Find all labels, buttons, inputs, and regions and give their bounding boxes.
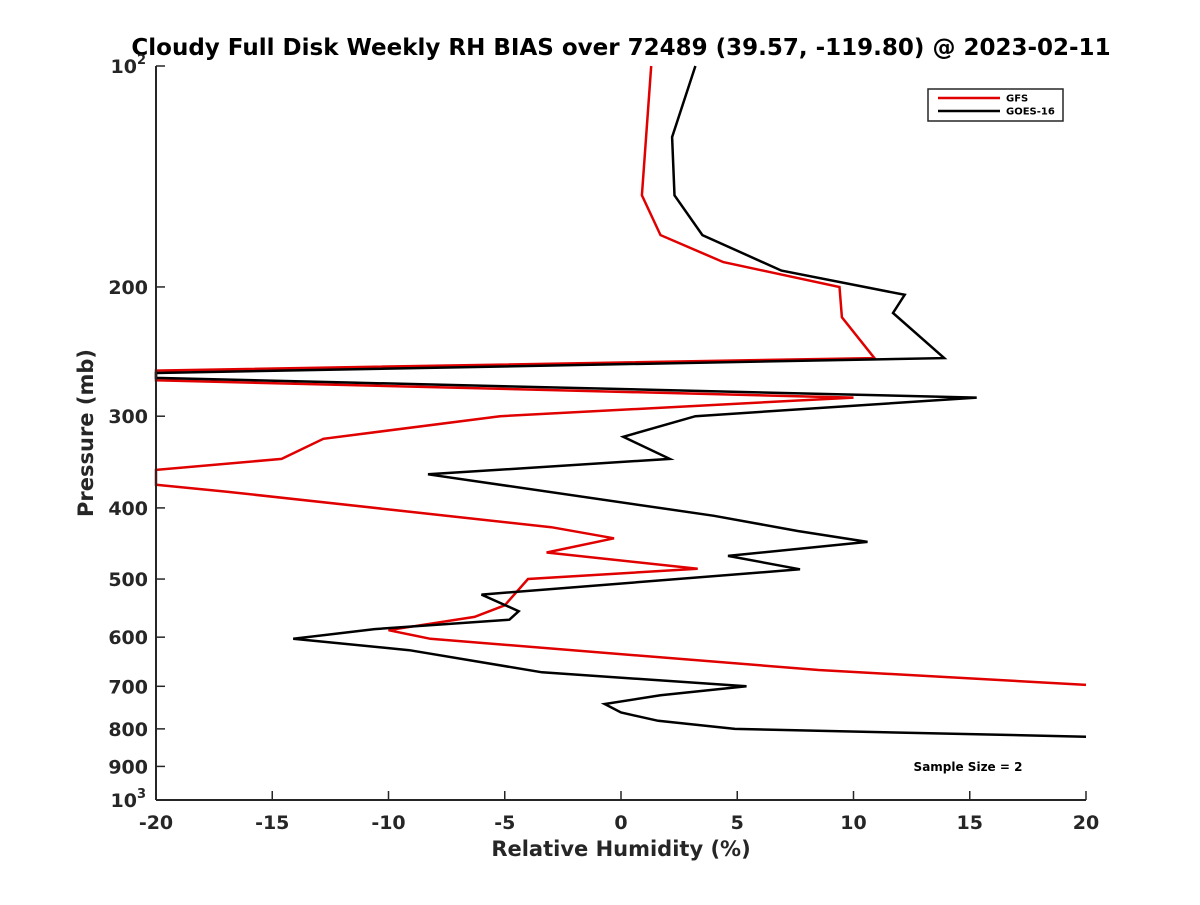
legend-box [927,88,1064,122]
legend: GFS GOES-16 [927,88,1064,122]
x-tick-label: -20 [139,812,173,834]
chart-title: Cloudy Full Disk Weekly RH BIAS over 724… [131,35,1110,61]
legend-label-gfs: GFS [1006,94,1028,105]
x-axis-ticks: -20 -15 -10 -5 0 5 10 15 20 [139,791,1099,834]
x-tick-label: -5 [494,812,515,834]
x-tick-label: 15 [957,812,983,834]
y-axis-label: Pressure (mb) [74,349,98,517]
y-tick-label: 900 [108,756,148,778]
legend-label-goes16: GOES-16 [1006,107,1055,118]
y-tick-label: 400 [108,498,148,520]
x-tick-label: -15 [255,812,289,834]
series-line-goes16 [154,65,1087,738]
y-tick-exponent: 2 [137,53,146,68]
y-tick-label: 500 [108,569,148,591]
y-tick-label: 700 [108,676,148,698]
x-tick-label: 10 [840,812,866,834]
sample-size-annotation: Sample Size = 2 [914,760,1023,774]
x-tick-label: -10 [371,812,405,834]
x-tick-label: 0 [614,812,627,834]
y-tick-label: 300 [108,406,148,428]
x-tick-label: 5 [731,812,744,834]
y-tick-label: 10 [111,790,137,812]
x-axis-label: Relative Humidity (%) [491,837,750,861]
x-tick-label: 20 [1073,812,1099,834]
y-tick-label: 600 [108,627,148,649]
y-tick-label: 10 [111,56,137,78]
y-tick-label: 200 [108,277,148,299]
y-tick-label: 800 [108,719,148,741]
y-tick-exponent: 3 [137,787,146,802]
